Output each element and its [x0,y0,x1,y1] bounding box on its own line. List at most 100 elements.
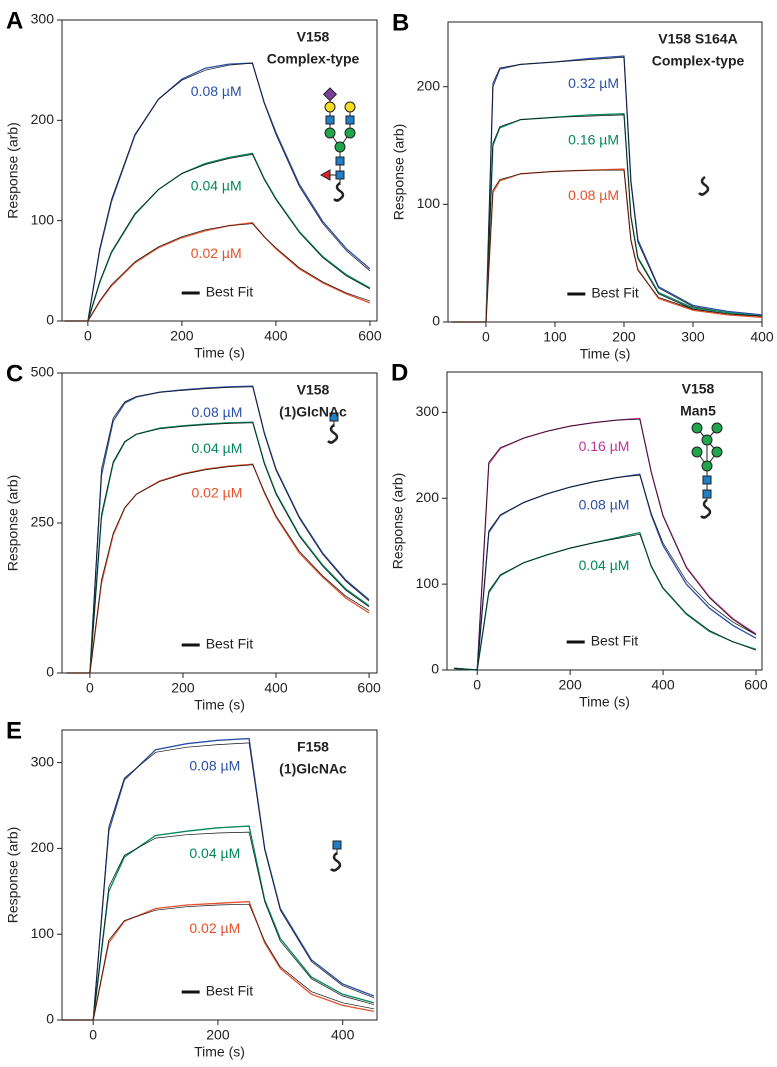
panel-letter: D [391,359,408,386]
plot-frame [447,21,763,323]
x-tick-label: 0 [84,328,92,344]
y-axis-label: Response (arb) [5,475,21,572]
panel: E F158 (1)GlcNAc 0 100 200 300 0 200 400 Time (s) R… [5,717,378,1060]
glycan-icons [319,87,723,872]
data-line [64,222,371,322]
plot-frame [61,729,378,1021]
glycan-peptide [698,175,710,196]
fit-line [453,418,757,671]
x-tick-label: 200 [170,328,194,344]
series-label: 0.16 µM [568,132,619,148]
x-tick-label: 400 [264,328,288,344]
x-tick-label: 0 [473,677,481,693]
y-tick-label: 0 [432,313,440,329]
series-label: 0.08 µM [579,497,630,513]
x-tick-label: 600 [744,677,768,693]
y-tick-label: 200 [31,839,55,855]
data-line [64,62,371,322]
data-line [62,737,375,1021]
legend-label: Best Fit [206,983,254,999]
y-tick-label: 0 [46,664,54,680]
panel-title: V158 S164A [658,31,737,47]
series-label: 0.02 µM [192,484,243,500]
y-tick-label: 250 [31,514,55,530]
panel: D V158 Man5 0 100 200 300 0 200 400 600 Time (s) Res… [390,359,768,709]
series-label: 0.02 µM [191,245,242,261]
panel-letter: B [392,9,409,36]
fit-line [64,154,371,322]
panel-title: Man5 [680,403,716,419]
fit-line [453,533,757,671]
panel-title: V158 [682,381,715,397]
panel-letter: C [6,360,23,387]
y-axis-label: Response (arb) [5,122,21,219]
legend-label: Best Fit [591,285,639,301]
series-label: 0.32 µM [568,75,619,91]
y-tick-label: 500 [31,364,55,380]
series-label: 0.16 µM [579,438,630,454]
data-line [62,825,375,1021]
panel-letter: A [6,7,23,34]
y-tick-label: 100 [31,211,55,227]
fit-line [451,114,763,323]
x-tick-label: 200 [171,680,195,696]
x-tick-label: 0 [86,680,94,696]
y-tick-label: 300 [31,11,55,27]
y-tick-label: 0 [46,312,54,328]
x-tick-label: 400 [264,680,288,696]
series-label: 0.04 µM [189,845,240,861]
x-tick-label: 400 [750,329,774,345]
data-line [64,152,371,322]
legend-label: Best Fit [591,633,639,649]
series-label: 0.02 µM [189,920,240,936]
panel-title: (1)GlcNAc [279,404,347,420]
panel: C V158 (1)GlcNAc 0 250 500 0 200 400 600 Time (s) R… [5,360,381,712]
glycan-complex [319,87,356,202]
panel-title: (1)GlcNAc [279,761,347,777]
data-line [451,168,763,323]
y-tick-label: 100 [416,575,440,591]
y-axis-label: Response (arb) [390,473,406,570]
series-label: 0.04 µM [191,177,242,193]
data-line [451,55,763,323]
x-tick-label: 200 [206,1027,230,1043]
y-tick-label: 200 [31,111,55,127]
y-tick-label: 0 [46,1011,54,1027]
x-axis-label: Time (s) [579,694,630,710]
x-tick-label: 300 [681,329,705,345]
series-label: 0.08 µM [568,187,619,203]
data-line [62,900,375,1021]
legend-label: Best Fit [206,284,254,300]
series-label: 0.04 µM [192,440,243,456]
data-line [453,531,757,671]
y-tick-label: 300 [31,753,55,769]
glycan-glcnac [330,840,342,872]
x-tick-label: 0 [89,1027,97,1043]
panel: B V158 S164A Complex-type 0 100 200 0 100 200 300… [391,9,774,361]
fit-line [453,474,757,671]
x-tick-label: 600 [358,328,382,344]
fit-line [62,742,375,1021]
x-axis-label: Time (s) [194,697,245,713]
x-tick-label: 0 [482,329,490,345]
fit-line [62,831,374,1021]
x-tick-label: 600 [357,680,381,696]
series-label: 0.08 µM [189,757,240,773]
fit-line [66,422,370,674]
plot-frame [446,371,763,671]
fit-line [66,464,370,674]
panel: A V158 Complex-type 0 100 200 300 0 200 400 600 Tim… [5,7,382,360]
y-tick-label: 200 [416,489,440,505]
glycan-man5 [691,422,723,519]
x-tick-label: 100 [543,329,567,345]
fit-line [451,56,763,323]
fit-line [64,223,371,322]
y-tick-label: 300 [416,403,440,419]
y-tick-label: 200 [417,77,441,93]
x-tick-label: 200 [558,677,582,693]
plot-frame [61,19,378,322]
y-axis-label: Response (arb) [5,827,21,924]
series-label: 0.08 µM [191,83,242,99]
fit-line [66,386,370,674]
